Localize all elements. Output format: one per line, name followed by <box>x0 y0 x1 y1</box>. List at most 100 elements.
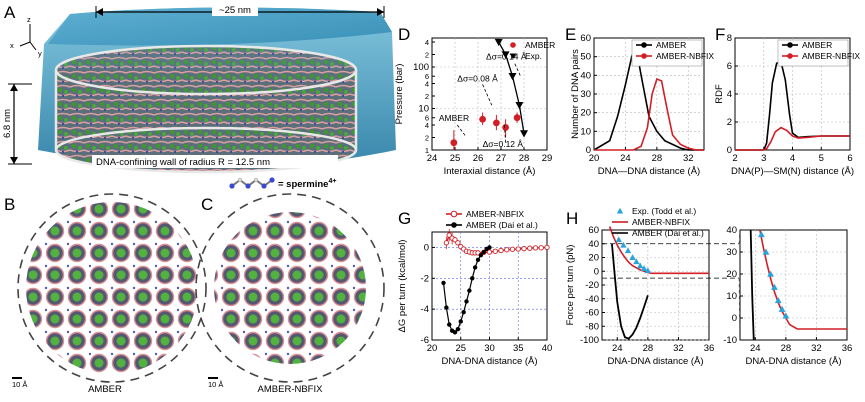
exp-point <box>494 38 503 47</box>
x-tick-label: 6 <box>847 153 852 164</box>
series-line-amber-nbfix <box>594 78 704 151</box>
y-axis-label: RDF <box>714 84 725 104</box>
x-axis-label: DNA-DNA distance (Å) <box>745 356 841 367</box>
amber-point <box>479 115 486 123</box>
annotation-arrow <box>482 84 493 106</box>
series-line-amber-nbfix <box>735 126 850 151</box>
y-tick-label: 6 <box>727 61 732 72</box>
series-line-amber-dai-et-al- <box>442 246 490 334</box>
dai-point <box>467 288 472 293</box>
scale-label-c: 10 Å <box>208 380 223 389</box>
annotation-text: AMBER <box>439 113 469 123</box>
y-tick-label: 1 <box>425 146 429 155</box>
y-tick-label: 6 <box>425 72 429 81</box>
x-tick-label: 24 <box>427 153 438 164</box>
legend-label: AMBER-NBFIX <box>656 51 714 61</box>
x-tick-label: 24 <box>620 153 631 164</box>
todd-point <box>624 247 632 254</box>
series-line-amber-dai-et-al- <box>611 243 649 340</box>
annotation-text: Δσ=0.12 Å <box>483 139 524 149</box>
x-tick-label: 20 <box>427 343 438 354</box>
y-tick-label: 40 <box>726 225 737 236</box>
legend-label: AMBER <box>525 40 555 50</box>
legend-swatch-marker <box>616 207 624 214</box>
panel-label-d: D <box>398 25 410 44</box>
nbfix-point <box>504 247 510 253</box>
spermine-label: = spermine4+ <box>278 178 336 190</box>
y-tick-label: 4 <box>425 121 429 130</box>
dai-point <box>441 280 446 286</box>
panel-label-g: G <box>398 209 411 228</box>
y-tick-label: -40 <box>585 294 599 305</box>
x-tick-label: 25 <box>455 343 466 354</box>
x-axis-label: DNA—DNA distance (Å) <box>598 166 700 177</box>
annotation-text: Δσ=0.14 Å <box>486 52 527 62</box>
dai-point <box>452 330 458 335</box>
y-tick-label: 30 <box>726 247 737 258</box>
nbfix-point <box>492 248 498 254</box>
dai-point <box>455 327 461 332</box>
legend-label: AMBER-NBFIX <box>466 209 524 219</box>
x-tick-label: 36 <box>842 343 853 354</box>
y-tick-label: 4 <box>727 89 732 100</box>
dai-point <box>458 319 463 324</box>
series-line-amber-nbfix <box>759 229 847 330</box>
x-axis-label: DNA(P)—SM(N) distance (Å) <box>731 166 854 177</box>
x-tick-label: 28 <box>643 343 654 354</box>
y-tick-label: -100 <box>580 335 599 346</box>
todd-point <box>637 262 644 269</box>
nbfix-point <box>486 249 493 255</box>
x-tick-label: 27 <box>496 153 507 164</box>
legend-swatch-marker <box>641 53 647 59</box>
y-tick-label: -2 <box>421 273 429 284</box>
axis-triad-icon: z x y <box>10 15 42 58</box>
y-tick-label: -60 <box>585 308 599 319</box>
nbfix-point <box>544 244 550 251</box>
todd-point <box>778 305 786 312</box>
wall-circle-amber <box>17 193 207 383</box>
y-axis-label: Number of DNA pairs <box>570 49 581 139</box>
y-tick-label: 20 <box>588 253 599 264</box>
legend-label: AMBER (Dai et al.) <box>632 228 704 238</box>
y-tick-label: 4 <box>425 38 429 47</box>
y-tick-label: 2 <box>425 134 429 143</box>
y-tick-label: 10 <box>418 104 429 115</box>
annotation-arrow <box>514 63 521 77</box>
x-tick-label: 32 <box>683 153 694 164</box>
x-tick-label: 25 <box>450 153 461 164</box>
y-tick-label: -6 <box>421 335 429 346</box>
legend-swatch-marker <box>510 42 516 48</box>
water-top-surface <box>48 7 392 46</box>
legend-swatch-marker <box>450 210 458 218</box>
caption-c: AMBER-NBFIX <box>258 384 324 395</box>
x-tick-label: 4 <box>790 153 795 164</box>
panel-a: A z x y ~25 nm <box>2 2 396 190</box>
todd-point <box>629 254 636 261</box>
dai-point <box>487 245 492 250</box>
spermine-molecule-icon <box>229 177 275 189</box>
dai-point <box>472 265 478 270</box>
y-tick-label: 2 <box>425 51 429 60</box>
todd-point <box>615 236 623 243</box>
legend-label: AMBER-NBFIX <box>632 217 690 227</box>
legend-label: AMBER <box>656 40 686 50</box>
legend-swatch-marker <box>451 222 457 228</box>
y-tick-label: 4 <box>425 80 429 89</box>
dai-point <box>447 322 452 327</box>
annotation-text: Δσ=0.08 Å <box>457 73 498 83</box>
x-tick-label: 5 <box>819 153 824 164</box>
y-tick-label: -20 <box>585 280 599 291</box>
y-tick-label: 10 <box>726 291 737 302</box>
todd-point <box>644 267 652 274</box>
nbfix-point <box>446 232 452 238</box>
panel-b: B 10 Å AMBER <box>4 193 207 395</box>
wall-label: DNA-confining wall of radius R = 12.5 nm <box>96 157 270 168</box>
x-axis-label: Interaxial distance (Å) <box>444 166 536 177</box>
